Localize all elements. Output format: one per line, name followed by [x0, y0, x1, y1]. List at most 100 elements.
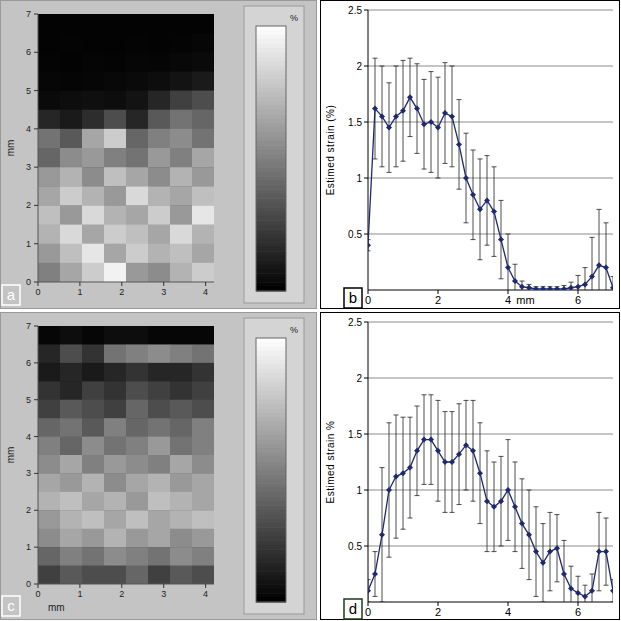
x-tick-label: 1 — [77, 589, 82, 599]
colorbar-step — [256, 163, 286, 168]
grid-line — [368, 122, 613, 123]
error-bar-cap — [611, 602, 614, 603]
colorbar-step — [256, 203, 286, 208]
heatmap-cell — [126, 437, 148, 456]
heatmap-cell — [170, 167, 192, 187]
error-bar-cap — [478, 523, 483, 524]
error-bar — [429, 72, 434, 173]
colorbar-step — [256, 360, 286, 365]
y-tick-label: 2 — [356, 61, 362, 72]
heatmap-cell — [38, 205, 60, 225]
heatmap-cell — [170, 110, 192, 130]
colorbar-step — [256, 527, 286, 532]
error-bar — [541, 287, 546, 290]
heatmap-cell — [60, 381, 82, 400]
error-bar-cap — [429, 71, 434, 72]
heatmap-cell — [126, 529, 148, 548]
marker — [407, 94, 413, 100]
heatmap-cell — [126, 363, 148, 382]
heatmap-cell — [170, 400, 192, 419]
heatmap-cell — [126, 33, 148, 53]
heatmap-cell — [38, 52, 60, 72]
error-bar — [527, 490, 532, 580]
heatmap-cell — [170, 473, 192, 492]
marker — [400, 108, 406, 114]
marker — [386, 125, 392, 131]
colorbar-step — [256, 457, 286, 462]
heatmap-cell — [170, 14, 192, 34]
heatmap-cell — [104, 91, 126, 111]
heatmap-cell — [82, 455, 104, 474]
marker — [582, 281, 588, 287]
y-tick — [364, 66, 368, 67]
heatmap-cell — [192, 529, 214, 548]
marker — [484, 498, 490, 504]
colorbar-step — [256, 496, 286, 501]
x-tick-label: 1 — [77, 287, 82, 297]
error-bar-cap — [562, 540, 567, 541]
heatmap-cell — [192, 33, 214, 53]
error-bar-cap — [464, 222, 469, 223]
marker — [428, 119, 434, 125]
error-bar-cap — [464, 133, 469, 134]
heatmap-cell — [192, 566, 214, 584]
heatmap-cell — [60, 33, 82, 53]
heatmap-cell — [60, 566, 82, 584]
heatmap-cell — [126, 91, 148, 111]
colorbar-step — [256, 532, 286, 537]
marker — [582, 593, 588, 599]
x-tick-label: 2 — [119, 287, 124, 297]
y-tick — [34, 243, 38, 244]
colorbar-step — [256, 373, 286, 378]
marker — [568, 586, 574, 592]
colorbar-step — [256, 26, 286, 31]
x-axis — [368, 602, 613, 603]
error-bar — [534, 287, 539, 290]
error-bar — [583, 268, 588, 290]
heatmap-cell — [104, 326, 126, 345]
marker — [533, 549, 539, 555]
heatmap-cell — [148, 244, 170, 264]
y-tick-label: 2.5 — [348, 5, 362, 16]
error-bar-stem — [571, 566, 572, 602]
colorbar-step — [256, 426, 286, 431]
heatmap-cell — [148, 33, 170, 53]
heatmap-cell — [148, 205, 170, 225]
heatmap-cell — [170, 225, 192, 245]
x-tick-label: 4 — [203, 287, 208, 297]
heatmap-cell — [148, 263, 170, 282]
error-bar — [471, 400, 476, 501]
marker — [442, 459, 448, 465]
error-bar — [380, 66, 385, 167]
error-bar — [492, 167, 497, 257]
error-bar-cap — [478, 259, 483, 260]
error-bar — [415, 64, 420, 154]
heatmap-cell — [60, 167, 82, 187]
error-bar-cap — [478, 158, 483, 159]
error-bar — [443, 63, 448, 164]
colorbar-step — [256, 576, 286, 581]
heatmap-cell — [126, 326, 148, 345]
heatmap-cell — [82, 186, 104, 206]
heatmap-cell — [60, 52, 82, 72]
error-bar — [534, 507, 539, 597]
heatmap-cell — [38, 400, 60, 419]
colorbar-step — [256, 282, 286, 287]
marker — [407, 465, 413, 471]
heatmap-cell — [38, 510, 60, 529]
y-tick — [34, 510, 38, 511]
panel-letter: d — [349, 600, 357, 617]
heatmap-cell — [192, 129, 214, 149]
heatmap-cell — [104, 510, 126, 529]
colorbar-step — [256, 549, 286, 554]
colorbar-step — [256, 251, 286, 256]
error-bar — [436, 77, 441, 178]
colorbar-step — [256, 593, 286, 598]
colorbar-step — [256, 123, 286, 128]
marker — [372, 106, 378, 112]
error-bar — [373, 552, 378, 597]
marker — [589, 274, 595, 280]
heatmap-cell — [82, 52, 104, 72]
heatmap-cell — [148, 566, 170, 584]
heatmap-cell — [170, 186, 192, 206]
